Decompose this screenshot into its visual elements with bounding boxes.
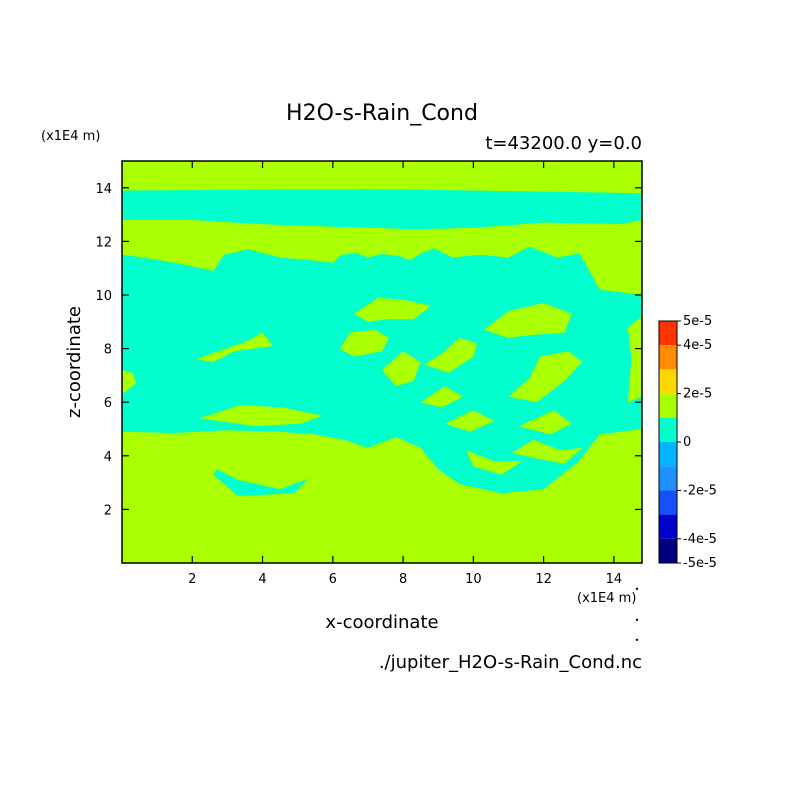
positive-region	[339, 329, 389, 357]
positive-region	[424, 337, 477, 373]
x-axis-label: x-coordinate	[325, 612, 438, 633]
marker-dot: •	[635, 616, 640, 625]
colorbar-tick-label: -2e-5	[683, 483, 717, 498]
colorbar-tick-label: -4e-5	[683, 532, 717, 547]
colorbar: 5e-5 4e-5 2e-5 0 -2e-5 -4e-5 -5e-5	[658, 314, 717, 571]
colorbar-segment	[659, 466, 677, 491]
plot-area	[122, 161, 642, 563]
chart-subtitle: t=43200.0 y=0.0	[485, 133, 642, 154]
colorbar-segment	[659, 490, 677, 515]
y-tick-label: 6	[104, 396, 112, 411]
colorbar-tick-label: 5e-5	[683, 314, 712, 329]
positive-region	[445, 410, 495, 432]
colorbar-segment	[659, 417, 677, 442]
positive-region	[466, 450, 523, 475]
positive-region	[195, 332, 274, 362]
x-unit-label: (x1E4 m)	[577, 591, 636, 606]
negative-region	[213, 469, 309, 496]
x-tick-label: 10	[465, 572, 482, 587]
positive-region	[122, 370, 137, 395]
y-tick-label: 2	[104, 503, 112, 518]
y-axis: 2 4 6 8 10 12 14	[95, 182, 642, 518]
colorbar-tick-label: 4e-5	[683, 338, 712, 353]
colorbar-segment	[659, 442, 677, 467]
positive-region	[199, 404, 323, 427]
x-tick-label: 12	[535, 572, 552, 587]
marker-dot: •	[635, 585, 640, 594]
colorbar-segment	[659, 369, 677, 394]
positive-region	[508, 351, 583, 403]
chart-title: H2O-s-Rain_Cond	[286, 101, 478, 126]
colorbar-segment	[659, 538, 677, 563]
positive-region	[420, 386, 463, 408]
x-tick-label: 4	[258, 572, 266, 587]
x-axis: 2 4 6 8 10 12 14	[188, 161, 622, 587]
positive-region	[627, 316, 642, 403]
y-tick-label: 12	[95, 235, 112, 250]
positive-region	[512, 439, 583, 464]
positive-region	[122, 220, 642, 295]
y-tick-label: 10	[95, 289, 112, 304]
positive-region	[353, 297, 432, 322]
positive-regions	[122, 220, 642, 475]
plot-frame	[121, 160, 643, 564]
colorbar-tick-label: 2e-5	[683, 387, 712, 402]
y-axis-label: z-coordinate	[64, 306, 85, 418]
positive-region	[519, 410, 572, 435]
x-tick-label: 2	[188, 572, 196, 587]
x-tick-label: 14	[606, 572, 623, 587]
x-tick-label: 6	[329, 572, 337, 587]
colorbar-segment	[659, 393, 677, 418]
positive-region	[382, 351, 421, 387]
positive-region	[483, 303, 572, 338]
colorbar-segment	[659, 514, 677, 539]
x-tick-label: 8	[399, 572, 407, 587]
y-unit-label: (x1E4 m)	[41, 129, 100, 144]
y-tick-label: 8	[104, 343, 112, 358]
y-tick-label: 14	[95, 182, 112, 197]
marker-dot: •	[635, 636, 640, 645]
colorbar-segment	[659, 345, 677, 370]
source-file-label: ./jupiter_H2O-s-Rain_Cond.nc	[379, 652, 642, 673]
y-tick-label: 4	[104, 450, 112, 465]
colorbar-tick-label: 0	[683, 435, 691, 450]
colorbar-segment	[659, 321, 677, 346]
colorbar-tick-label: -5e-5	[683, 556, 717, 571]
